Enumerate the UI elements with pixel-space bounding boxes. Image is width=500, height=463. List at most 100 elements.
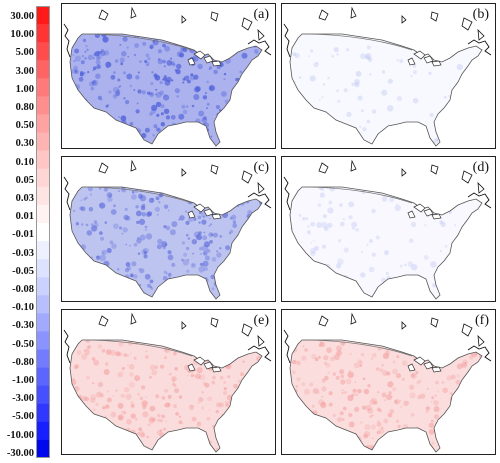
colorbar-swatch xyxy=(36,385,50,405)
border-line xyxy=(81,186,193,204)
colorbar-swatch xyxy=(36,421,50,441)
map-e xyxy=(63,312,272,453)
coast-detail xyxy=(247,192,272,209)
coast-detail xyxy=(283,329,291,364)
lake xyxy=(211,60,222,67)
colorbar-tick-label: 10.00 xyxy=(10,29,34,41)
lake xyxy=(423,55,434,64)
colorbar-swatch xyxy=(36,114,50,134)
island-outline xyxy=(461,323,473,337)
island-outline xyxy=(98,162,109,174)
lake xyxy=(203,208,214,217)
map-b xyxy=(283,6,492,147)
lake xyxy=(431,366,442,373)
colorbar-tick-label: -0.30 xyxy=(12,320,34,332)
island-outline xyxy=(130,6,137,19)
island-outline xyxy=(350,6,357,19)
coast-detail xyxy=(247,345,272,362)
lake xyxy=(413,203,426,213)
lake xyxy=(407,57,416,66)
map-panel-e: (e) xyxy=(61,309,276,455)
map-panel-b: (b) xyxy=(281,3,496,149)
lake xyxy=(407,210,416,219)
colorbar-swatch xyxy=(36,259,50,278)
colorbar-tick-label: -0.50 xyxy=(12,338,34,350)
colorbar-swatch xyxy=(36,439,50,458)
island-outline xyxy=(130,159,137,172)
island-outline xyxy=(181,321,187,330)
island-outline xyxy=(318,162,329,174)
colorbar-tick-label: -0.03 xyxy=(12,247,34,259)
colorbar-tick-label: -0.10 xyxy=(12,302,34,314)
colorbar-swatch xyxy=(36,331,50,351)
colorbar-swatch xyxy=(36,96,50,115)
map-panel-f: (f) xyxy=(281,309,496,455)
lake xyxy=(407,363,416,372)
map-d xyxy=(283,159,492,300)
colorbar-swatch xyxy=(36,295,50,314)
island-outline xyxy=(257,28,265,41)
colorbar-tick-label: 30.00 xyxy=(10,11,34,22)
colorbar-tick-label: 0.30 xyxy=(15,138,34,150)
colorbar-tick-label: 0.05 xyxy=(15,174,34,186)
island-outline xyxy=(477,181,485,194)
island-outline xyxy=(461,17,473,31)
border-line xyxy=(81,339,193,357)
colorbar-tick-label: 5.00 xyxy=(15,47,34,59)
map-panel-d: (d) xyxy=(281,156,496,302)
island-outline xyxy=(477,28,485,41)
panel-label-d: (d) xyxy=(472,160,489,175)
colorbar-swatch xyxy=(36,367,50,387)
island-outline xyxy=(210,11,219,22)
lake xyxy=(203,55,214,64)
colorbar-swatch xyxy=(36,277,50,296)
island-outline xyxy=(350,159,357,172)
colorbar-swatch xyxy=(36,42,50,61)
colorbar-swatch xyxy=(36,222,50,242)
island-outline xyxy=(181,15,187,24)
colorbar-tick-label: -0.80 xyxy=(12,356,34,368)
coast-detail xyxy=(467,192,492,209)
lake xyxy=(423,208,434,217)
colorbar-tick-label: 0.50 xyxy=(15,120,34,132)
lake xyxy=(193,356,206,366)
colorbar-swatch xyxy=(36,241,50,260)
coast-detail xyxy=(63,176,71,211)
island-outline xyxy=(430,164,439,175)
border-line xyxy=(81,33,193,51)
map-panel-c: (c) xyxy=(61,156,276,302)
colorbar-tick-label: -0.01 xyxy=(12,229,34,241)
lake xyxy=(193,50,206,60)
map-a xyxy=(63,6,272,147)
coast-detail xyxy=(247,39,272,56)
lake xyxy=(431,60,442,67)
island-outline xyxy=(210,317,219,328)
colorbar-tick-label: 0.01 xyxy=(15,211,34,223)
colorbar-tick-label: -10.00 xyxy=(6,429,34,441)
colorbar xyxy=(36,6,50,458)
colorbar-tick-label: -30.00 xyxy=(6,447,34,459)
colorbar-tick-label: -0.05 xyxy=(12,265,34,277)
island-outline xyxy=(318,9,329,21)
lake xyxy=(187,363,196,372)
island-outline xyxy=(210,164,219,175)
colorbar-swatch xyxy=(36,132,50,152)
colorbar-tick-label: 0.03 xyxy=(15,193,34,204)
island-outline xyxy=(318,315,329,327)
panel-label-a: (a) xyxy=(253,7,269,22)
lake xyxy=(423,361,434,370)
colorbar-swatch xyxy=(36,313,50,332)
colorbar-tick-label: 3.00 xyxy=(15,65,34,77)
island-outline xyxy=(98,9,109,21)
colorbar-tick-label: 0.10 xyxy=(15,156,34,168)
map-c xyxy=(63,159,272,300)
island-outline xyxy=(401,321,407,330)
coast-detail xyxy=(63,23,71,58)
colorbar-swatch xyxy=(36,6,50,25)
island-outline xyxy=(130,312,137,325)
lake xyxy=(193,203,206,213)
lake xyxy=(211,366,222,373)
panel-label-e: (e) xyxy=(253,313,269,328)
colorbar-swatch xyxy=(36,24,50,43)
coast-detail xyxy=(283,23,291,58)
